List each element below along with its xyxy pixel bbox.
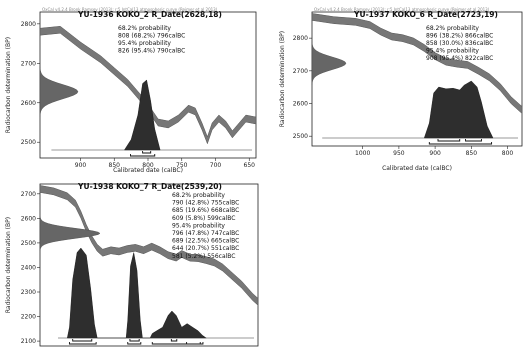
calibration-curve: [311, 13, 523, 115]
probability-line: 858 (30.0%) 836calBC: [426, 40, 493, 47]
x-tick-label: 850: [109, 162, 121, 169]
chart-panel-1: OxCal v4.2.4 Bronk Ramsey (2013); r:5 In…: [0, 0, 262, 175]
chart-title: YU-1938 KOKO_7 R_Date(2539,20): [77, 182, 222, 191]
x-tick-label: 950: [393, 150, 405, 157]
y-tick-label: 2800: [21, 21, 36, 28]
y-tick-label: 2500: [293, 133, 308, 140]
chart-svg: OxCal v4.2.4 Bronk Ramsey (2013); r:5 In…: [5, 7, 257, 174]
range-95-bracket: [428, 142, 493, 145]
range-68-bracket: [129, 339, 140, 342]
x-tick-label: 900: [75, 162, 87, 169]
probability-line: 68.2% probability: [118, 25, 171, 32]
y-tick-label: 2600: [293, 101, 308, 108]
y-tick-label: 2700: [21, 60, 36, 67]
probability-line: 790 (42.8%) 755calBC: [172, 200, 239, 207]
chart-title: YU-1936 KOKO_2 R_Date(2628,18): [77, 10, 222, 19]
chart-credit: OxCal v4.2.4 Bronk Ramsey (2013); r:5 In…: [42, 7, 218, 12]
x-axis-label: Calibrated date (calBC): [113, 167, 183, 174]
probability-line: 68.2% probability: [172, 192, 225, 199]
y-tick-label: 2700: [293, 68, 308, 75]
probability-line: 95.4% probability: [426, 48, 479, 55]
range-95-bracket: [127, 342, 142, 345]
y-tick-label: 2600: [21, 215, 36, 222]
range-95-bracket: [186, 342, 201, 345]
probability-line: 826 (95.4%) 790calBC: [118, 48, 185, 55]
probability-line: 808 (68.2%) 796calBC: [118, 33, 185, 40]
probability-line: 908 (95.4%) 822calBC: [426, 55, 493, 62]
range-68-bracket: [170, 339, 178, 342]
y-tick-label: 2500: [21, 139, 36, 146]
measurement-distribution: [39, 215, 101, 251]
measurement-distribution: [39, 66, 79, 117]
y-tick-label: 2300: [21, 289, 36, 296]
posterior-distribution: [423, 80, 494, 139]
chart-title: YU-1937 KOKO_6 R_Date(2723,19): [353, 10, 498, 19]
chart-panel-2: OxCal v4.2.4 Bronk Ramsey (2013); r:5 In…: [276, 0, 528, 175]
range-95-bracket: [130, 154, 156, 157]
probability-line: 644 (20.7%) 551calBC: [172, 245, 239, 252]
probability-line: 581 (5.2%) 556calBC: [172, 253, 236, 260]
y-axis-label: Radiocarbon determination (BP): [5, 217, 12, 313]
y-tick-label: 2600: [21, 100, 36, 107]
probability-line: 796 (47.8%) 747calBC: [172, 230, 239, 237]
x-tick-label: 800: [502, 150, 514, 157]
range-68-bracket: [465, 139, 482, 142]
x-axis-label: Calibrated date (calBC): [382, 165, 452, 172]
x-tick-label: 900: [429, 150, 441, 157]
x-tick-label: 750: [176, 162, 188, 169]
y-tick-label: 2400: [21, 264, 36, 271]
range-68-bracket: [437, 139, 461, 142]
probability-line: 68.2% probability: [426, 25, 479, 32]
range-68-bracket: [142, 151, 152, 154]
probability-line: 689 (22.5%) 665calBC: [172, 238, 239, 245]
posterior-distribution: [124, 79, 161, 151]
x-tick-label: 700: [210, 162, 222, 169]
probability-line: 95.4% probability: [172, 222, 225, 229]
range-95-bracket: [151, 342, 204, 345]
x-tick-label: 850: [466, 150, 478, 157]
x-tick-label: 1000: [355, 150, 370, 157]
chart-panel-3: 2100 2200 2300 2400 2500 2600 2700 Radiocarbon …: [0, 180, 262, 351]
range-68-bracket: [72, 339, 93, 342]
y-tick-label: 2500: [21, 240, 36, 247]
x-tick-label: 650: [244, 162, 256, 169]
y-axis-label: Radiocarbon determination (BP): [279, 31, 286, 127]
calibration-curve: [39, 185, 259, 306]
probability-line: 685 (19.6%) 668calBC: [172, 207, 239, 214]
probability-line: 95.4% probability: [118, 40, 171, 47]
y-tick-label: 2700: [21, 191, 36, 198]
y-tick-label: 2100: [21, 338, 36, 345]
probability-line: 609 (5.8%) 599calBC: [172, 215, 236, 222]
y-tick-label: 2200: [21, 314, 36, 321]
posterior-distribution: [67, 247, 207, 339]
range-95-bracket: [68, 342, 97, 345]
x-tick-label: 800: [142, 162, 154, 169]
measurement-distribution: [311, 41, 347, 86]
chart-svg: OxCal v4.2.4 Bronk Ramsey (2013); r:5 In…: [279, 7, 523, 172]
probability-line: 896 (38.2%) 866calBC: [426, 33, 493, 40]
chart-svg: 2100 2200 2300 2400 2500 2600 2700 Radiocarbon …: [5, 182, 259, 347]
chart-credit: OxCal v4.2.4 Bronk Ramsey (2013); r:5 In…: [314, 7, 490, 12]
y-axis-label: Radiocarbon determination (BP): [5, 37, 12, 133]
y-tick-label: 2800: [293, 35, 308, 42]
